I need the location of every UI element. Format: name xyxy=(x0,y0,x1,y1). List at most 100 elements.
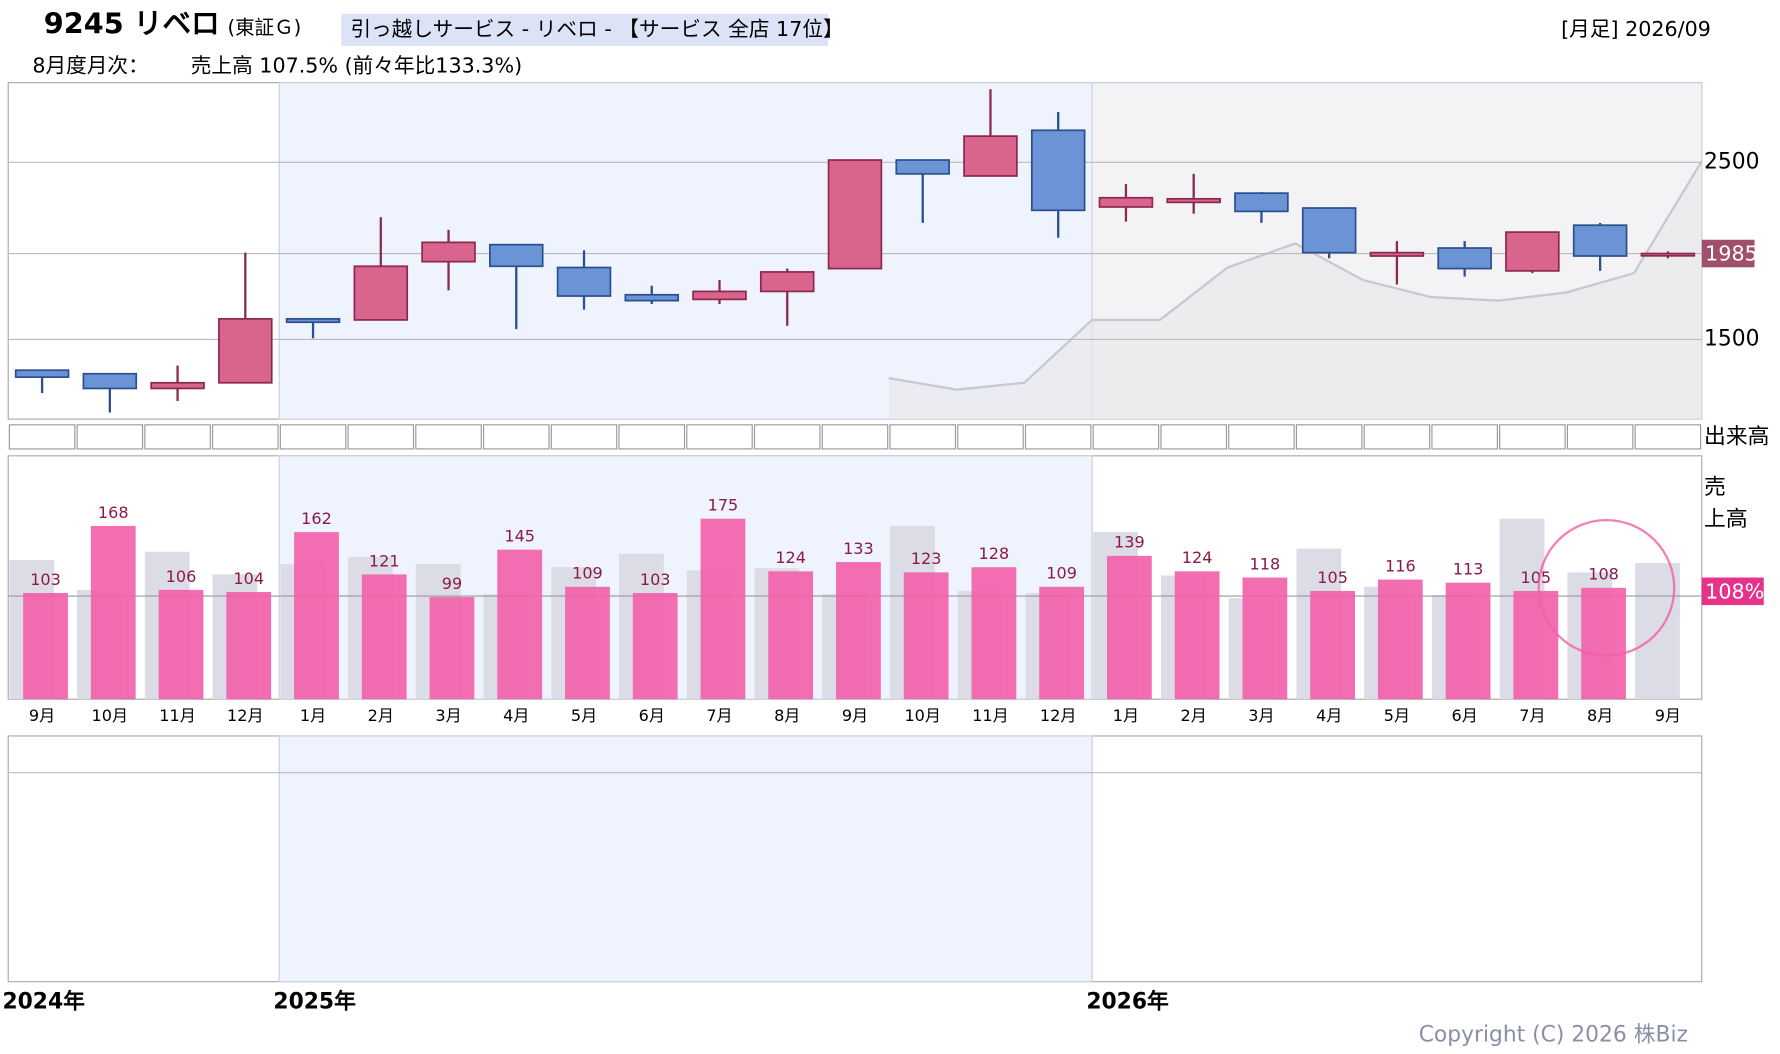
volume-cell xyxy=(1634,424,1702,450)
sales-value-label: 121 xyxy=(369,551,400,570)
sales-value-label: 106 xyxy=(166,567,197,586)
volume-cell xyxy=(1228,424,1295,450)
candle-body xyxy=(1572,224,1628,257)
volume-label: 出来高 xyxy=(1704,424,1769,449)
sales-axis-label: 上高 xyxy=(1704,507,1748,532)
sales-bar xyxy=(1377,579,1423,700)
x-tick-label: 5月 xyxy=(571,706,597,725)
ma-line xyxy=(888,160,1703,391)
x-tick-label: 12月 xyxy=(1040,706,1077,725)
sales-bar xyxy=(23,592,68,700)
sales-value-label: 105 xyxy=(1520,568,1551,587)
x-tick-label: 7月 xyxy=(1519,706,1545,725)
x-tick-label: 10月 xyxy=(904,706,941,725)
candle-body xyxy=(895,159,950,175)
x-tick-label: 9月 xyxy=(29,706,55,725)
shade-2025 xyxy=(278,82,1093,420)
candle-body xyxy=(759,271,815,293)
last-price-label: 1985 xyxy=(1705,242,1758,266)
sales-value-label: 124 xyxy=(775,548,806,567)
sales-value-label: 175 xyxy=(708,496,739,515)
candle-body xyxy=(1166,197,1221,204)
candle-body xyxy=(150,381,205,390)
volume-cell xyxy=(821,424,889,450)
sales-value-label: 133 xyxy=(843,539,874,558)
candle-body xyxy=(1505,231,1560,272)
sales-value-label: 109 xyxy=(1046,564,1077,583)
sales-bar xyxy=(361,574,407,700)
candle-body xyxy=(82,372,138,390)
x-tick-label: 7月 xyxy=(706,706,732,725)
sales-bar xyxy=(1310,590,1355,700)
market: (東証Ｇ) xyxy=(228,16,302,39)
sales-bar xyxy=(1107,555,1152,700)
x-tick-label: 5月 xyxy=(1384,706,1410,725)
sales-value-label: 103 xyxy=(30,570,61,589)
industry: 引っ越しサービス - リベロ - 【サービス 全店 17位】 xyxy=(350,17,843,41)
latest-tag xyxy=(1701,577,1764,606)
sales-value-label: 116 xyxy=(1385,556,1416,575)
candle-body xyxy=(218,317,273,384)
sales-bar xyxy=(1581,587,1626,700)
candle-body xyxy=(1030,129,1086,212)
sales-bar xyxy=(497,549,543,700)
candle-body xyxy=(624,293,680,302)
sales-bar xyxy=(903,572,949,700)
code-name: 9245 リベロ xyxy=(44,6,220,40)
candle-body xyxy=(556,266,612,297)
sales-bar xyxy=(429,597,475,700)
shade-2025 xyxy=(278,455,1093,700)
volume-cell xyxy=(279,424,347,450)
volume-cell xyxy=(618,424,686,450)
sales-value-label: 123 xyxy=(911,549,942,568)
volume-cell xyxy=(482,424,550,450)
candle-body xyxy=(1640,252,1696,257)
x-tick-label: 1月 xyxy=(300,706,326,725)
volume-cell xyxy=(1363,424,1431,450)
sales-value-label: 108 xyxy=(1588,565,1619,584)
y-tick-label: 1500 xyxy=(1704,326,1759,351)
x-tick-label: 3月 xyxy=(435,706,461,725)
candle-body xyxy=(963,135,1018,177)
sales-value-label: 139 xyxy=(1114,533,1145,552)
candle-body xyxy=(1437,247,1492,270)
sales-value-label: 109 xyxy=(572,564,603,583)
period: [月足] 2026/09 xyxy=(1561,17,1711,41)
sales-bar xyxy=(632,592,678,700)
sales-bar xyxy=(226,591,272,700)
x-tick-label: 11月 xyxy=(972,706,1009,725)
sales-bar xyxy=(700,518,746,700)
x-tick-label: 2月 xyxy=(1181,706,1207,725)
sales-bar xyxy=(971,567,1017,700)
candle-body xyxy=(827,159,883,270)
last-price-tag xyxy=(1701,239,1755,268)
sales-value-label: 104 xyxy=(233,569,264,588)
sales-bar xyxy=(294,532,339,700)
volume-cell xyxy=(1566,424,1634,450)
x-tick-label: 4月 xyxy=(1316,706,1342,725)
x-tick-label: 4月 xyxy=(503,706,529,725)
volume-cell xyxy=(1499,424,1566,450)
sales-value-label: 145 xyxy=(504,527,535,546)
sales-value-label: 103 xyxy=(640,570,671,589)
candle-body xyxy=(1301,207,1357,254)
x-tick-label: 9月 xyxy=(842,706,868,725)
sales-bar xyxy=(1242,577,1288,700)
volume-cell xyxy=(347,424,415,450)
x-tick-label: 1月 xyxy=(1113,706,1139,725)
sales-bar xyxy=(1174,571,1220,700)
volume-cell xyxy=(1024,424,1092,450)
volume-cell xyxy=(1092,424,1160,450)
latest-label: 108% xyxy=(1705,579,1764,603)
candle-body xyxy=(353,265,409,321)
sales-bar xyxy=(90,525,136,700)
sales-bar xyxy=(836,562,881,700)
y-tick-label: 2500 xyxy=(1704,149,1759,174)
sales-value-label: 128 xyxy=(979,544,1010,563)
x-tick-label: 3月 xyxy=(1248,706,1274,725)
year-label: 2025年 xyxy=(273,988,356,1014)
x-tick-label: 6月 xyxy=(1451,706,1477,725)
sales-bar xyxy=(158,589,204,700)
candle-body xyxy=(421,241,476,263)
sales-bar xyxy=(565,586,610,700)
